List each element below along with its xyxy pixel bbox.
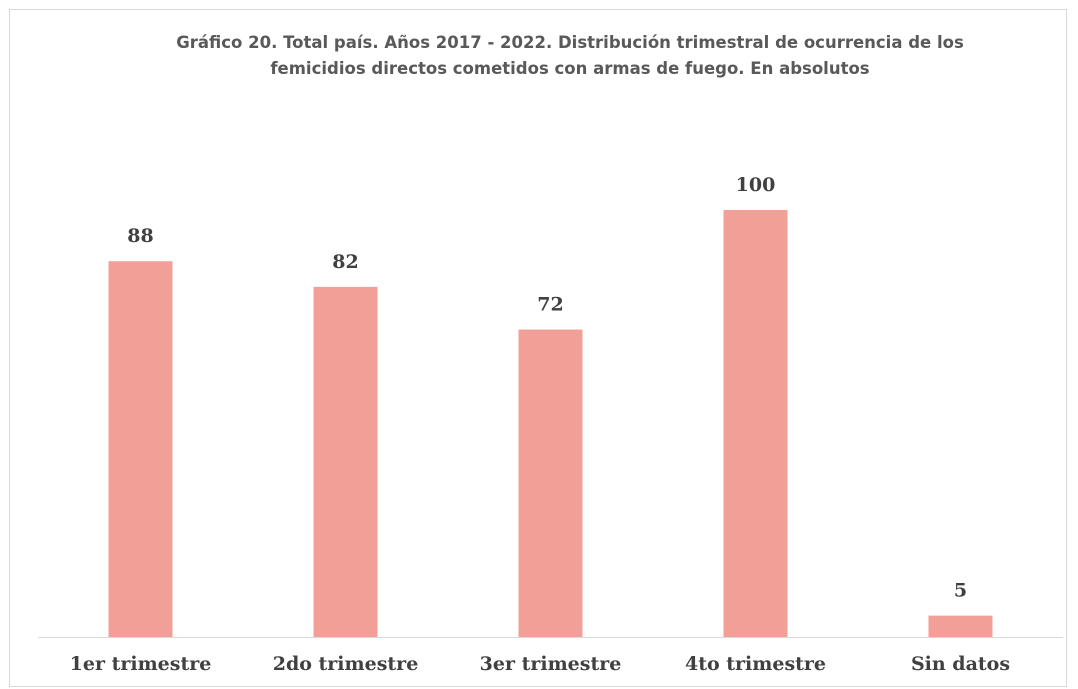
value-label: 88 (127, 225, 153, 247)
bar (108, 261, 173, 637)
chart-frame (9, 9, 1067, 687)
x-tick-label: Sin datos (911, 653, 1010, 675)
value-label: 82 (332, 251, 358, 273)
bar (928, 615, 993, 637)
bar (313, 286, 378, 637)
chart-title: Gráfico 20. Total país. Años 2017 - 2022… (176, 33, 964, 78)
x-tick-label: 1er trimestre (70, 653, 212, 675)
bar (723, 210, 788, 637)
x-tick-label: 4to trimestre (685, 653, 826, 675)
value-label: 100 (736, 174, 776, 196)
bar (518, 329, 583, 637)
x-tick-label: 2do trimestre (273, 653, 419, 675)
value-label: 72 (537, 294, 563, 316)
value-label: 5 (954, 580, 967, 602)
x-tick-label: 3er trimestre (480, 653, 622, 675)
